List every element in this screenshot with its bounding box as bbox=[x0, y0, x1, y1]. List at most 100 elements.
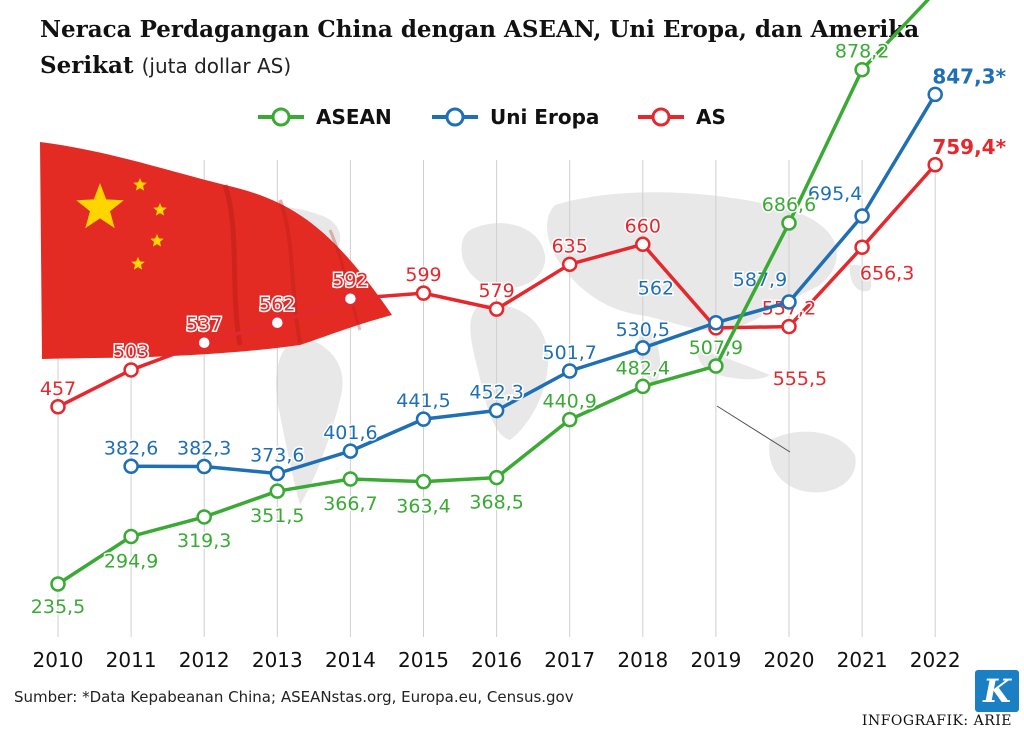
data-label-asean-2018: 482,4 bbox=[616, 357, 670, 379]
data-label-eu-2022: 847,3* bbox=[932, 64, 1006, 88]
point-asean-2011 bbox=[123, 528, 139, 545]
data-label-eu-2014: 401,6 bbox=[323, 422, 377, 444]
data-label-asean-2012: 319,3 bbox=[177, 530, 231, 552]
data-label-eu-2011: 382,6 bbox=[104, 437, 158, 459]
point-eu-2011 bbox=[123, 458, 139, 475]
point-us-2021 bbox=[854, 239, 870, 256]
data-label-us-2013: 562 bbox=[259, 294, 295, 316]
point-eu-2015 bbox=[415, 411, 432, 427]
data-label-asean-2017: 440,9 bbox=[542, 391, 596, 413]
legend-label-asean: ASEAN bbox=[316, 105, 392, 129]
x-tick-label-2014: 2014 bbox=[325, 648, 376, 672]
series-line-eu bbox=[131, 93, 937, 476]
x-tick-label-2010: 2010 bbox=[33, 648, 84, 672]
data-label-asean-2019: 507,9 bbox=[689, 337, 743, 359]
point-eu-2022 bbox=[927, 86, 943, 103]
data-label-us-2018: 660 bbox=[625, 215, 661, 237]
point-us-2015 bbox=[415, 285, 432, 301]
data-label-us-2010: 457 bbox=[40, 378, 76, 400]
data-label-asean-2010: 235,5 bbox=[31, 596, 85, 618]
x-tick-label-2017: 2017 bbox=[544, 648, 595, 672]
infographic-credit: INFOGRAFIK: ARIE bbox=[861, 713, 1012, 729]
data-label-us-2017: 635 bbox=[552, 235, 588, 257]
legend-label-us: AS bbox=[696, 105, 726, 129]
point-eu-2016 bbox=[488, 402, 505, 419]
source-note: Sumber: *Data Kepabeanan China; ASEANsta… bbox=[14, 688, 574, 706]
x-tick-label-2012: 2012 bbox=[179, 648, 230, 672]
point-us-2017 bbox=[561, 256, 578, 273]
point-asean-2021 bbox=[854, 61, 870, 78]
chart-title-main: Neraca Perdagangan China dengan ASEAN, U… bbox=[40, 16, 920, 79]
point-us-2016 bbox=[488, 301, 505, 317]
data-label-eu-2018: 530,5 bbox=[616, 319, 670, 341]
point-asean-2013 bbox=[269, 483, 286, 499]
data-label-eu-2015: 441,5 bbox=[396, 390, 450, 412]
series-us: 457503537562592599579635660555,5557,2656… bbox=[38, 133, 1008, 415]
x-tick-label-2019: 2019 bbox=[690, 648, 741, 672]
data-label-us-2014: 592 bbox=[332, 270, 368, 292]
point-asean-2018 bbox=[635, 378, 651, 395]
point-us-2012 bbox=[196, 334, 212, 351]
data-label-us-2022: 759,4* bbox=[932, 135, 1006, 159]
point-us-2013 bbox=[269, 314, 286, 331]
x-tick-label-2011: 2011 bbox=[106, 648, 157, 672]
point-us-2020 bbox=[781, 318, 797, 335]
point-eu-2012 bbox=[196, 458, 212, 475]
point-eu-2018 bbox=[635, 340, 651, 356]
legend-marker-us bbox=[651, 107, 671, 127]
legend-label-eu: Uni Eropa bbox=[490, 105, 599, 129]
data-label-eu-2017: 501,7 bbox=[542, 342, 596, 364]
series-eu: 382,6 382,3 373,6 401,6 441,5 452,3 501,7 530,5… bbox=[102, 63, 1008, 482]
point-asean-2019 bbox=[708, 358, 724, 374]
data-label-us-2011: 503 bbox=[113, 341, 149, 363]
x-tick-label-2021: 2021 bbox=[837, 648, 888, 672]
point-asean-2020 bbox=[781, 215, 797, 231]
point-eu-2019 bbox=[708, 314, 724, 331]
data-label-eu-2016: 452,3 bbox=[469, 382, 523, 404]
x-tick-label-2022: 2022 bbox=[910, 648, 961, 672]
x-axis: 2010 2011 2012 2013 2014 2015 2016 2017 2018 2019… bbox=[33, 648, 961, 672]
data-label-us-2015: 599 bbox=[405, 264, 441, 286]
point-eu-2014 bbox=[342, 443, 359, 459]
x-tick-label-2015: 2015 bbox=[398, 648, 449, 672]
x-tick-label-2020: 2020 bbox=[764, 648, 815, 672]
x-tick-label-2016: 2016 bbox=[471, 648, 522, 672]
point-eu-2017 bbox=[561, 363, 578, 379]
data-label-asean-2011: 294,9 bbox=[104, 550, 158, 572]
series-layer: 457503537562592599579635660555,5557,2656… bbox=[29, 0, 1008, 620]
point-asean-2010 bbox=[50, 576, 66, 592]
point-asean-2015 bbox=[415, 473, 432, 490]
publisher-logo: K bbox=[975, 670, 1019, 712]
point-us-2014 bbox=[342, 290, 359, 307]
point-eu-2020 bbox=[781, 294, 797, 310]
point-us-2011 bbox=[123, 362, 139, 378]
data-label-asean-2021: 878,2 bbox=[835, 41, 889, 63]
point-asean-2016 bbox=[488, 469, 505, 486]
data-label-eu-2021: 695,4 bbox=[808, 183, 862, 205]
data-label-us-2021: 656,3 bbox=[860, 262, 914, 284]
point-us-2022 bbox=[927, 157, 943, 173]
series-asean: 235,5 294,9 319,3 351,5 366,7 363,4 368,5 440,9… bbox=[29, 0, 931, 620]
legend-marker-asean bbox=[271, 107, 291, 127]
callout-line-2019 bbox=[716, 405, 791, 453]
x-tick-label-2013: 2013 bbox=[252, 648, 303, 672]
data-label-us-2016: 579 bbox=[478, 280, 514, 302]
chart-title-unit: (juta dollar AS) bbox=[141, 54, 292, 78]
china-flag bbox=[40, 142, 392, 359]
chart-title: Neraca Perdagangan China dengan ASEAN, U… bbox=[40, 12, 940, 84]
data-label-asean-2013: 351,5 bbox=[250, 505, 304, 527]
legend: ASEAN Uni Eropa AS bbox=[258, 105, 726, 129]
point-eu-2013 bbox=[269, 465, 286, 482]
x-tick-label-2018: 2018 bbox=[617, 648, 668, 672]
legend-marker-eu bbox=[445, 107, 465, 127]
point-eu-2021 bbox=[854, 208, 870, 224]
data-label-asean-2014: 366,7 bbox=[323, 493, 377, 515]
point-us-2018 bbox=[635, 236, 651, 253]
point-us-2010 bbox=[50, 399, 66, 415]
point-asean-2012 bbox=[196, 509, 212, 525]
data-label-eu-2019: 562 bbox=[638, 278, 674, 300]
data-label-asean-2015: 363,4 bbox=[396, 496, 450, 518]
data-label-us-2012: 537 bbox=[186, 314, 222, 336]
data-label-eu-2013: 373,6 bbox=[250, 444, 304, 466]
